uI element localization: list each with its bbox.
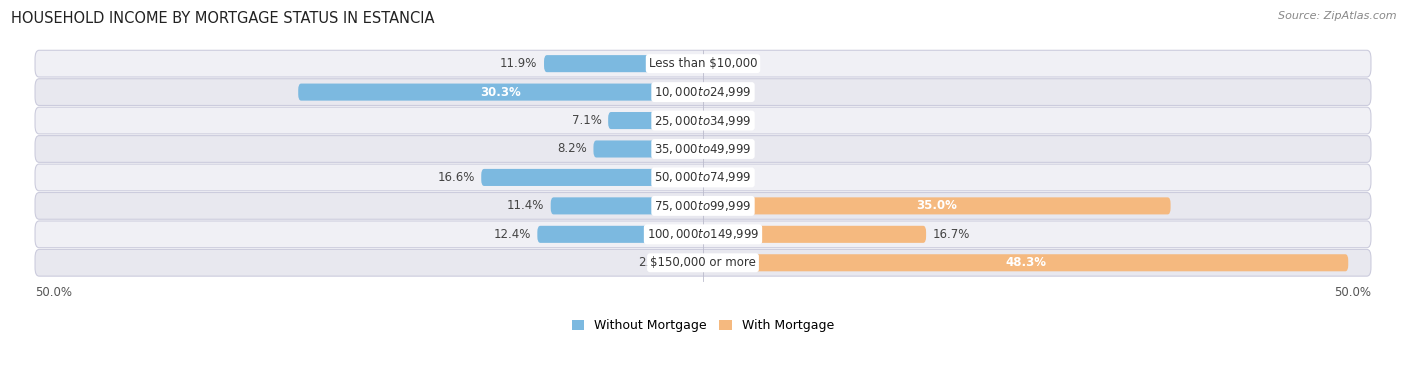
Text: 11.4%: 11.4% (506, 199, 544, 212)
Text: $35,000 to $49,999: $35,000 to $49,999 (654, 142, 752, 156)
FancyBboxPatch shape (537, 226, 703, 243)
Text: 11.9%: 11.9% (501, 57, 537, 70)
Text: 30.3%: 30.3% (481, 86, 522, 99)
Text: 0.0%: 0.0% (710, 57, 740, 70)
Text: 16.7%: 16.7% (932, 228, 970, 241)
Text: 0.0%: 0.0% (710, 86, 740, 99)
FancyBboxPatch shape (35, 193, 1371, 219)
FancyBboxPatch shape (703, 226, 927, 243)
Text: $10,000 to $24,999: $10,000 to $24,999 (654, 85, 752, 99)
Legend: Without Mortgage, With Mortgage: Without Mortgage, With Mortgage (572, 319, 834, 332)
Text: 35.0%: 35.0% (917, 199, 957, 212)
FancyBboxPatch shape (35, 107, 1371, 134)
FancyBboxPatch shape (35, 221, 1371, 248)
FancyBboxPatch shape (35, 50, 1371, 77)
FancyBboxPatch shape (35, 164, 1371, 191)
Text: $75,000 to $99,999: $75,000 to $99,999 (654, 199, 752, 213)
FancyBboxPatch shape (35, 79, 1371, 106)
Text: $25,000 to $34,999: $25,000 to $34,999 (654, 113, 752, 127)
Text: 2.1%: 2.1% (638, 256, 668, 269)
Text: $50,000 to $74,999: $50,000 to $74,999 (654, 170, 752, 184)
Text: 50.0%: 50.0% (1334, 286, 1371, 299)
FancyBboxPatch shape (35, 136, 1371, 162)
FancyBboxPatch shape (298, 84, 703, 101)
FancyBboxPatch shape (609, 112, 703, 129)
FancyBboxPatch shape (675, 254, 703, 271)
Text: $100,000 to $149,999: $100,000 to $149,999 (647, 227, 759, 241)
Text: 7.1%: 7.1% (572, 114, 602, 127)
Text: 0.0%: 0.0% (710, 114, 740, 127)
FancyBboxPatch shape (544, 55, 703, 72)
FancyBboxPatch shape (593, 141, 703, 158)
Text: Source: ZipAtlas.com: Source: ZipAtlas.com (1278, 11, 1396, 21)
Text: 50.0%: 50.0% (35, 286, 72, 299)
Text: $150,000 or more: $150,000 or more (650, 256, 756, 269)
Text: 48.3%: 48.3% (1005, 256, 1046, 269)
FancyBboxPatch shape (703, 197, 1171, 215)
Text: Less than $10,000: Less than $10,000 (648, 57, 758, 70)
Text: 0.0%: 0.0% (710, 171, 740, 184)
FancyBboxPatch shape (481, 169, 703, 186)
Text: 8.2%: 8.2% (557, 143, 586, 155)
FancyBboxPatch shape (703, 254, 1348, 271)
FancyBboxPatch shape (35, 250, 1371, 276)
Text: HOUSEHOLD INCOME BY MORTGAGE STATUS IN ESTANCIA: HOUSEHOLD INCOME BY MORTGAGE STATUS IN E… (11, 11, 434, 26)
Text: 0.0%: 0.0% (710, 143, 740, 155)
FancyBboxPatch shape (551, 197, 703, 215)
Text: 12.4%: 12.4% (494, 228, 530, 241)
Text: 16.6%: 16.6% (437, 171, 475, 184)
